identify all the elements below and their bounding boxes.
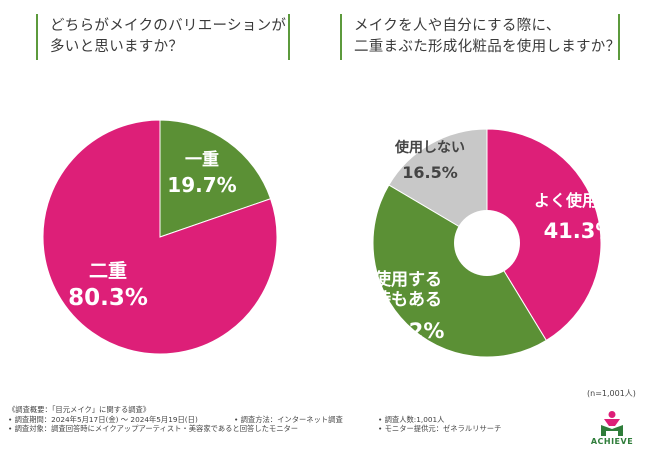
logo-text: ACHIEVE (590, 437, 634, 446)
question-2-line-2: 二重まぶた形成化粧品を使用しますか？ (354, 39, 621, 55)
sample-size: (n=1,001人) (587, 389, 636, 398)
footer-count: • 調査人数:1,001人 (378, 414, 445, 424)
donut-value-0: 41.3% (544, 219, 617, 243)
donut-label-1b: 時もある (374, 289, 442, 310)
footer-period: • 調査期間：2024年5月17日(金) ～ 2024年5月19日(日) (8, 414, 198, 424)
pie1-value-0: 19.7% (167, 173, 236, 197)
question-1-line-2: 多いと思いますか？ (50, 39, 184, 55)
donut-slice-0 (486, 128, 602, 342)
pie1-slice-0 (159, 119, 272, 238)
achieve-logo: ACHIEVE (584, 410, 640, 446)
footer-overview: 《調査概要：「目元メイク」に関する調査》 (8, 405, 151, 414)
footer-provider: • モニター提供元：ゼネラルリサーチ (378, 424, 502, 433)
donut-label-1a: 使用する (373, 269, 442, 290)
pie-chart-makeup-variation: 一重 19.7% 二重 80.3% (42, 119, 278, 355)
question-1-line-1: どちらがメイクのバリエーションが (50, 18, 287, 34)
pie1-slice-1 (42, 119, 278, 355)
donut-hole (454, 210, 520, 276)
donut-value-1: 42.2% (372, 319, 445, 343)
question-1-box: どちらがメイクのバリエーションが 多いと思いますか？ (36, 14, 290, 60)
donut-value-2: 16.5% (402, 163, 458, 182)
donut-label-0: よく使用する (534, 191, 630, 210)
pie1-label-0: 一重 (185, 149, 219, 170)
footer-target: • 調査対象：調査回答時にメイクアップアーティスト・美容家であると回答したモニタ… (8, 424, 299, 433)
pie1-label-1: 二重 (89, 260, 127, 282)
footer-method: • 調査方法：インターネット調査 (234, 414, 343, 424)
question-2-box: メイクを人や自分にする際に、 二重まぶた形成化粧品を使用しますか？ (340, 14, 620, 60)
question-2-line-1: メイクを人や自分にする際に、 (354, 18, 561, 34)
donut-label-2: 使用しない (394, 139, 465, 156)
logo-figure-icon (601, 411, 623, 436)
pie1-value-1: 80.3% (68, 285, 148, 311)
donut-slice-1 (372, 184, 547, 358)
donut-slice-2 (388, 128, 488, 244)
